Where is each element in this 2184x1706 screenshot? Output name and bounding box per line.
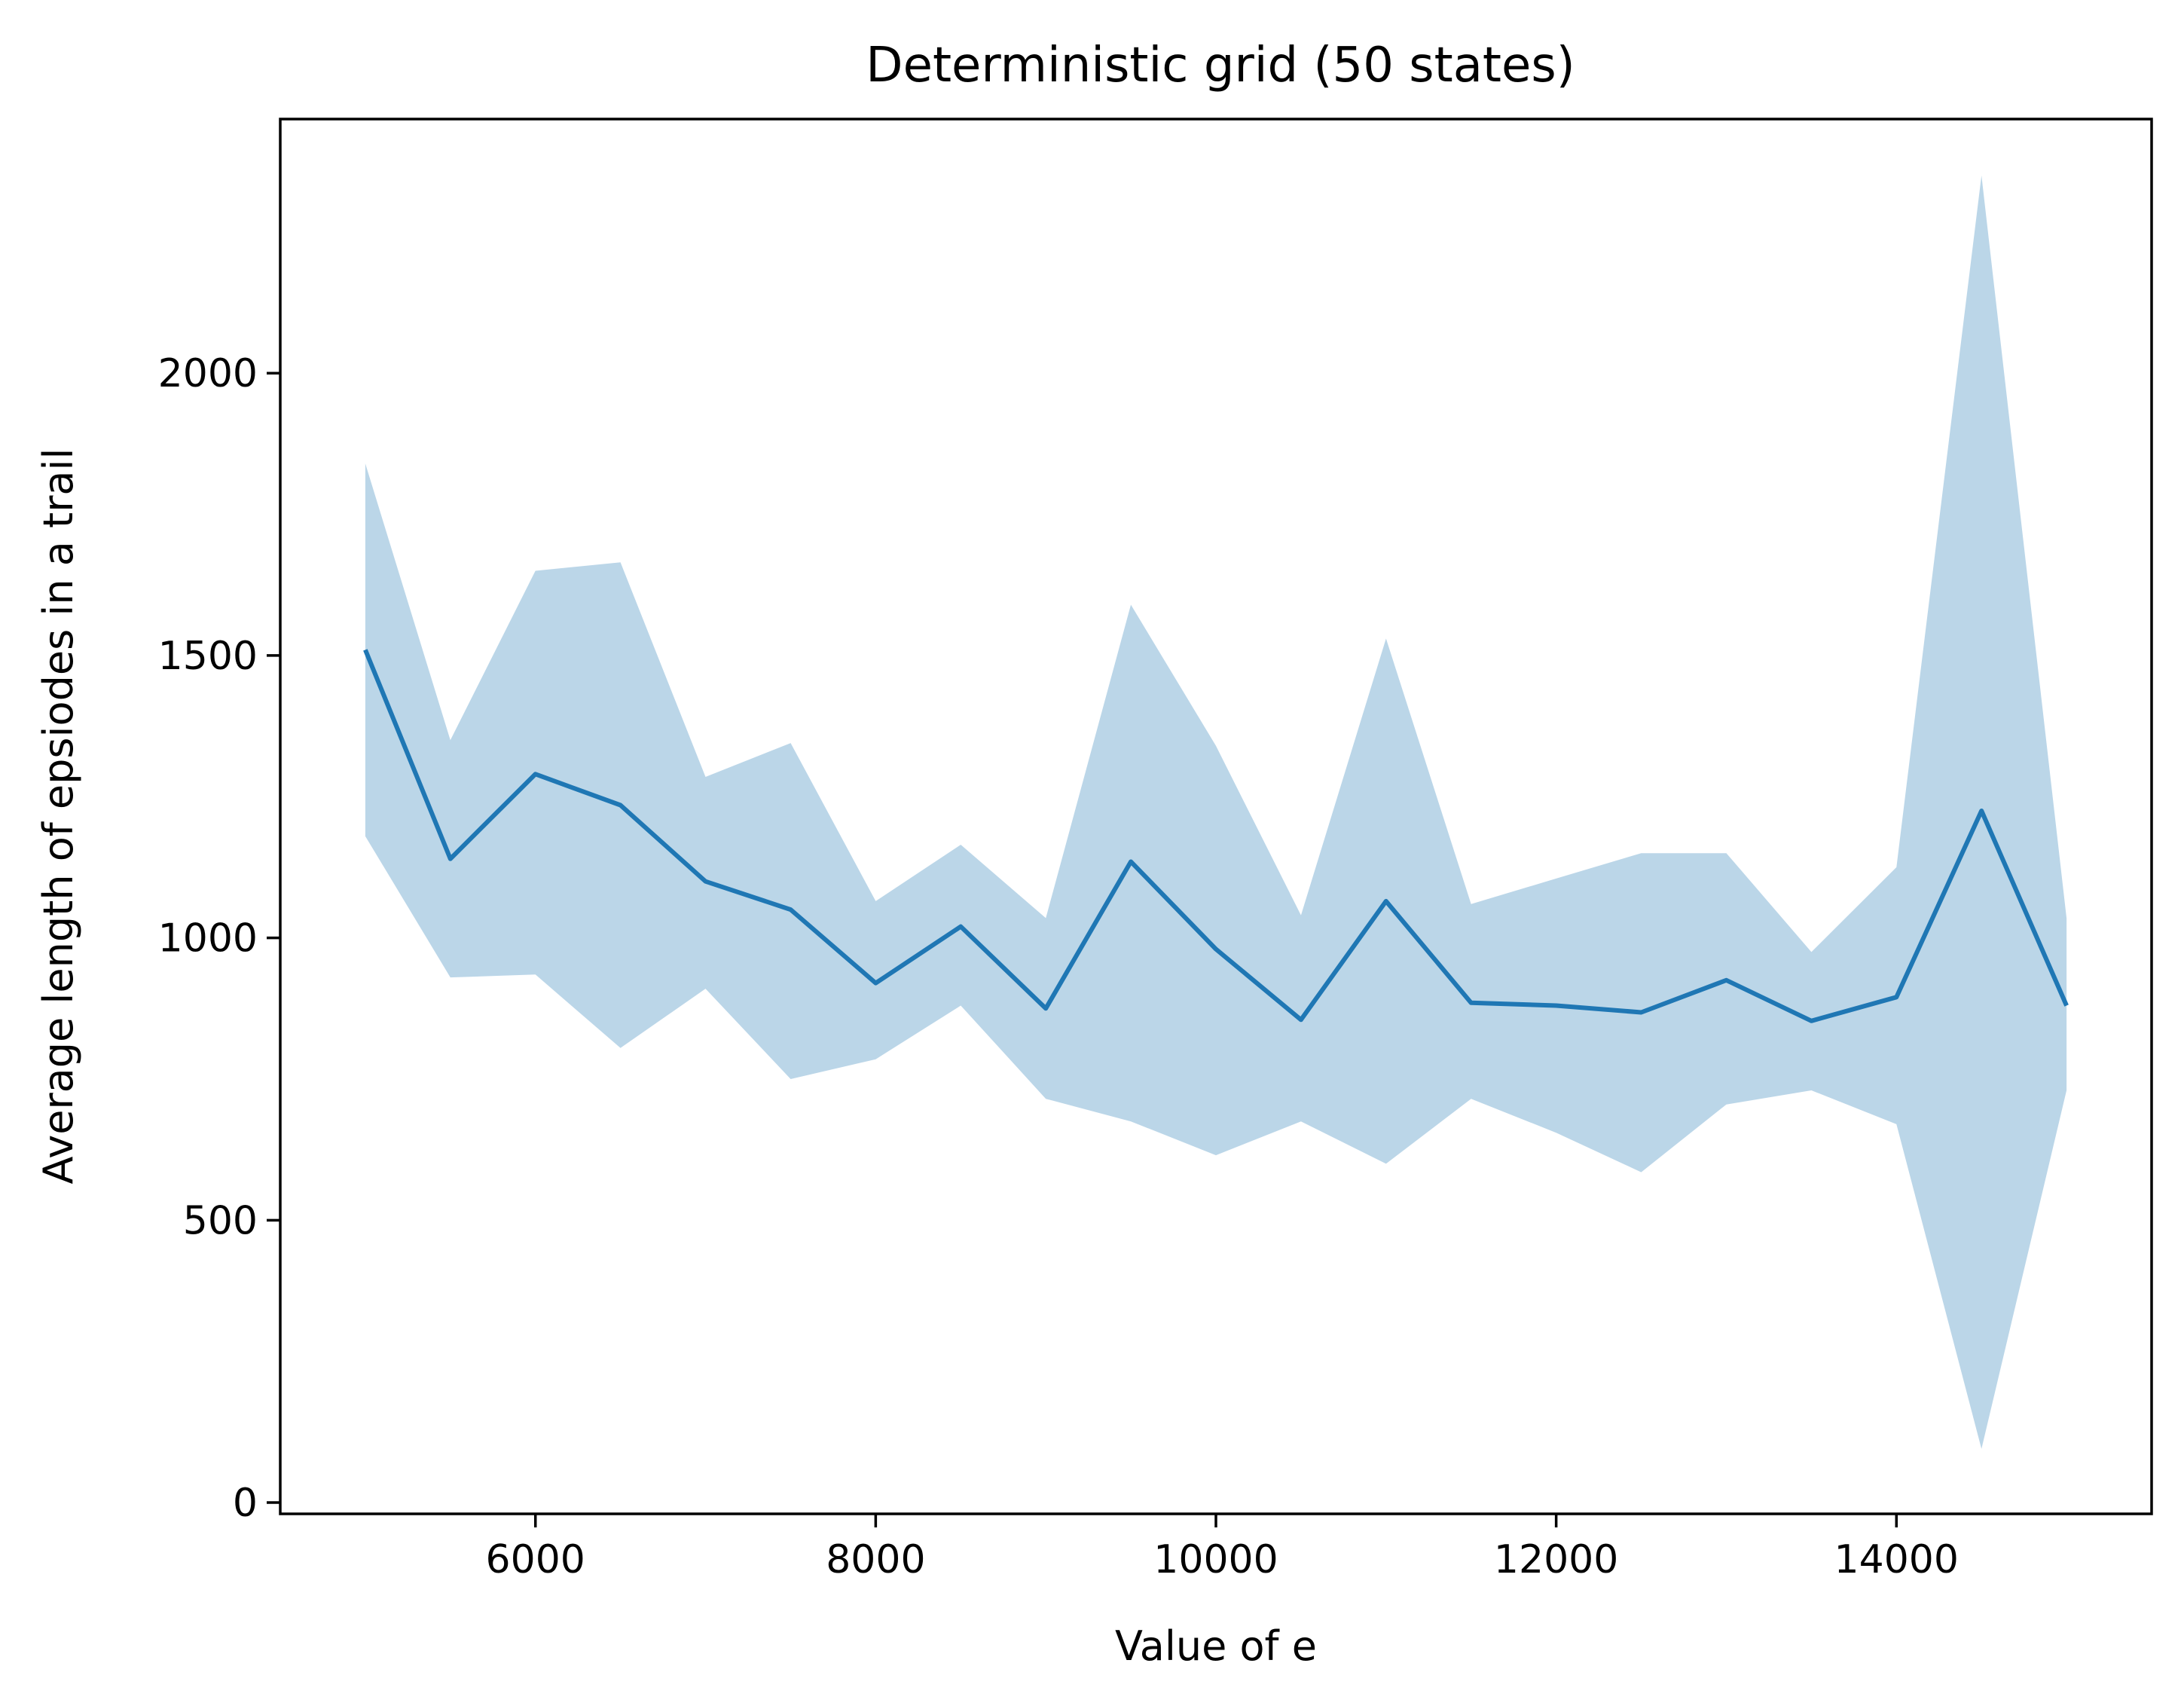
- y-tick-label: 1500: [158, 634, 258, 679]
- x-tick-label: 14000: [1834, 1537, 1959, 1582]
- plot-area: [363, 175, 2069, 1449]
- x-tick-label: 10000: [1153, 1537, 1278, 1582]
- y-tick-label: 1000: [158, 916, 258, 962]
- chart-title: Deterministic grid (50 states): [866, 38, 1575, 93]
- y-axis-label: Average length of epsiodes in a trail: [35, 448, 82, 1184]
- y-tick-label: 500: [183, 1198, 258, 1243]
- x-tick-label: 8000: [826, 1537, 925, 1582]
- y-tick-label: 0: [233, 1481, 258, 1526]
- y-tick-label: 2000: [158, 351, 258, 396]
- x-tick-label: 6000: [486, 1537, 585, 1582]
- x-tick-label: 12000: [1494, 1537, 1618, 1582]
- y-axis: 0 500 1000 1500 2000: [158, 351, 280, 1526]
- x-axis-label: Value of e: [1115, 1622, 1317, 1670]
- confidence-band: [365, 175, 2067, 1449]
- x-axis: 6000 8000 10000 12000 14000: [486, 1514, 1959, 1582]
